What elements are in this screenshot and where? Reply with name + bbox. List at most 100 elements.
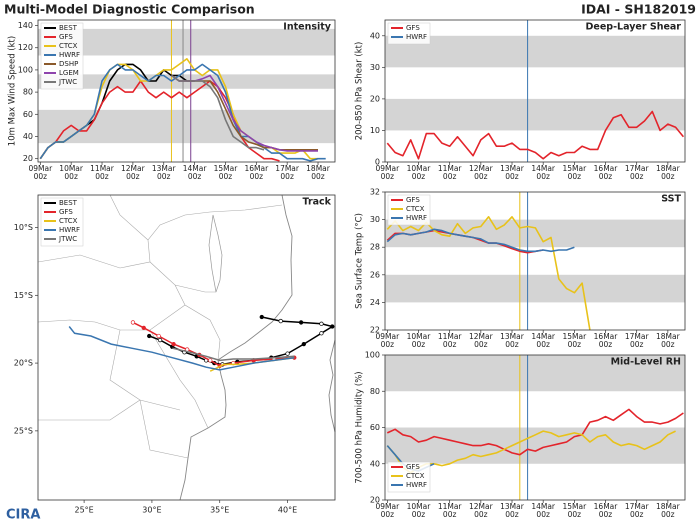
x-tick-label: 17Mar 00z xyxy=(275,165,299,181)
legend-label: GFS xyxy=(59,33,73,41)
legend-label: HWRF xyxy=(406,214,427,222)
x-tick-label-box: 11Mar 00z xyxy=(90,165,114,181)
x-tick-label-box: 13Mar 00z xyxy=(500,165,524,181)
y-tick-label: 60 xyxy=(370,423,380,432)
x-tick-label: 18Mar 00z xyxy=(655,503,680,519)
track-point xyxy=(141,325,146,330)
x-tick-label-box: 14Mar 00z xyxy=(531,165,555,181)
x-tick-label: 16Mar 00z xyxy=(244,165,269,181)
x-tick-label-box: 15Mar 00z xyxy=(562,333,587,349)
x-tick-label: 09Mar 00z xyxy=(28,165,53,181)
y-axis-label: 200-850 hPa Shear (kt) xyxy=(355,42,365,141)
legend-label: JTWC xyxy=(58,78,77,86)
x-tick-label-box: 11Mar 00z xyxy=(438,503,462,519)
legend-label: GFS xyxy=(59,208,73,216)
x-tick-label-box: 09Mar 00z xyxy=(375,165,400,181)
track-line xyxy=(68,326,295,371)
map-features xyxy=(37,194,336,501)
x-tick-label-box: 15Mar 00z xyxy=(213,165,238,181)
track-point xyxy=(330,324,335,329)
x-tick-label: 09Mar 00z xyxy=(375,165,400,181)
band xyxy=(385,355,685,392)
x-tick-label-box: 13Mar 00z xyxy=(152,165,176,181)
x-tick-label: 18Mar 00z xyxy=(655,333,680,349)
y-tick-label: 20 xyxy=(370,496,380,505)
x-tick-label-box: 13Mar 00z xyxy=(500,333,524,349)
legend-label: GFS xyxy=(406,196,420,204)
legend-label: HWRF xyxy=(406,481,427,489)
y-tick-label: 0 xyxy=(375,158,380,167)
legend-label: DSHP xyxy=(59,60,78,68)
x-tick-label-box: 09Mar 00z xyxy=(375,503,400,519)
x-tick-label: 30°E xyxy=(142,506,161,515)
x-tick-label: 12Mar 00z xyxy=(468,333,493,349)
panel-title: SST xyxy=(661,194,681,205)
x-tick-label: 15Mar 00z xyxy=(562,165,587,181)
x-tick-label: 15Mar 00z xyxy=(213,165,238,181)
x-tick-label-box: 09Mar 00z xyxy=(375,333,399,349)
y-tick-label: 80 xyxy=(370,387,380,396)
x-tick-label: 35°E xyxy=(210,506,229,515)
x-tick-label: 17Mar 00z xyxy=(624,503,649,519)
x-tick-label-box: 09Mar 00z xyxy=(28,165,53,181)
track-point xyxy=(157,337,163,343)
plot-frame xyxy=(384,191,686,331)
plot-frame xyxy=(37,19,336,163)
borders xyxy=(37,194,283,459)
x-tick-label-box: 14Mar 00z xyxy=(531,503,555,519)
legend-label: GFS xyxy=(406,24,420,32)
x-tick-label: 13Mar 00z xyxy=(500,165,524,181)
x-tick-label: 11Mar 00z xyxy=(437,333,462,349)
x-tick-label: 10Mar 00z xyxy=(406,503,431,519)
x-tick-label-box: 18Mar 00z xyxy=(656,165,680,181)
y-tick-label: 40 xyxy=(370,31,380,40)
legend-label: HWRF xyxy=(59,51,80,59)
x-tick-label: 18Mar 00z xyxy=(306,165,330,181)
y-tick-label: 10 xyxy=(370,126,380,135)
y-tick-label: 32 xyxy=(370,188,380,197)
track-point xyxy=(319,331,324,336)
x-tick-label-box: 15Mar 00z xyxy=(562,503,586,519)
legend-label: CTCX xyxy=(406,205,425,213)
x-tick-label: 15Mar 00z xyxy=(562,333,587,349)
x-tick-label: 13Mar 00z xyxy=(500,503,524,519)
x-tick-label-box: 18Mar 00z xyxy=(655,503,680,519)
x-tick-label-box: 18Mar 00z xyxy=(655,333,680,349)
y-tick-label: 22 xyxy=(370,326,380,335)
x-tick-label-box: 10Mar 00z xyxy=(59,165,83,181)
y-axis-label: 700-500 hPa Humidity (%) xyxy=(355,371,365,483)
x-tick-label: 17Mar 00z xyxy=(624,333,649,349)
x-tick-label-box: 11Mar 00z xyxy=(438,165,462,181)
band xyxy=(385,35,685,68)
x-tick-label: 14Mar 00z xyxy=(182,165,207,181)
track-point xyxy=(156,333,161,339)
x-tick-label: 10Mar 00z xyxy=(59,165,83,181)
band xyxy=(385,427,685,464)
coastline xyxy=(179,194,293,501)
x-tick-label: 16Mar 00z xyxy=(593,333,618,349)
track-point xyxy=(278,318,283,324)
x-tick-label: 10Mar 00z xyxy=(406,165,431,181)
series-line xyxy=(39,63,326,162)
x-tick-label-box: 10Mar 00z xyxy=(406,503,431,519)
storm-id: IDAI - SH182019 xyxy=(581,2,696,17)
band xyxy=(38,109,335,144)
legend-label: GFS xyxy=(406,463,420,471)
band xyxy=(38,28,335,56)
y-tick-label: 20 xyxy=(23,154,33,163)
track-point xyxy=(171,341,176,347)
legend-label: LGEM xyxy=(59,69,79,77)
track-point xyxy=(259,314,264,320)
track-point xyxy=(147,333,152,339)
legend-label: BEST xyxy=(59,24,78,32)
panel-title: Mid-Level RH xyxy=(611,357,681,368)
legend-label: CTCX xyxy=(406,472,425,480)
track-point xyxy=(298,320,304,325)
x-tick-label: 09Mar 00z xyxy=(375,503,400,519)
x-tick-label: 16Mar 00z xyxy=(593,165,618,181)
panel-title: Track xyxy=(303,197,332,208)
y-tick-label: 30 xyxy=(370,63,380,72)
y-tick-label: 100 xyxy=(18,65,33,74)
x-tick-label-box: 17Mar 00z xyxy=(624,503,649,519)
